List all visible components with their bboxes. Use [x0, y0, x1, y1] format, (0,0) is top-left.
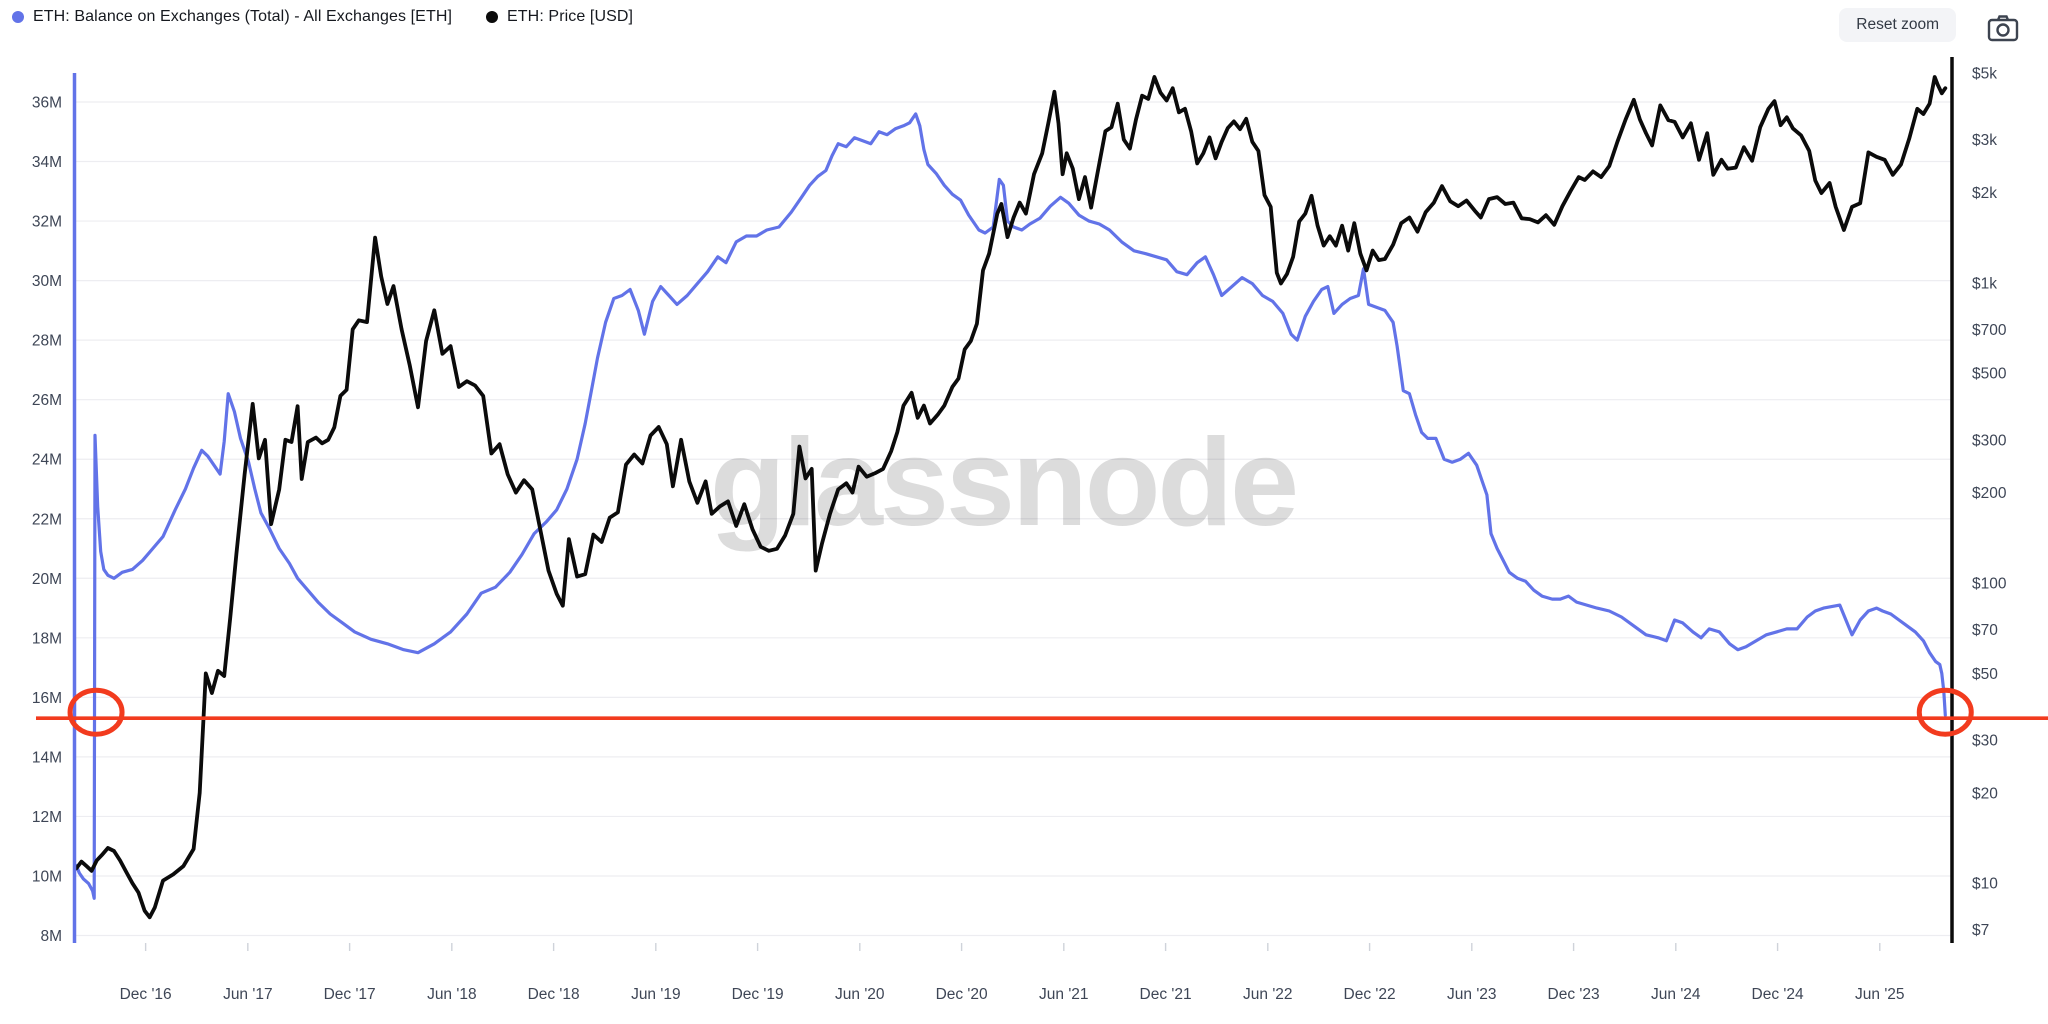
svg-text:28M: 28M: [32, 333, 62, 350]
svg-text:$700: $700: [1972, 322, 2007, 339]
svg-text:Dec '23: Dec '23: [1548, 986, 1600, 1003]
left-axis-labels: 36M 34M 32M 30M 28M 26M 24M 22M 20M 18M 16M 14M 12M 1…: [32, 95, 62, 946]
annotation-circle-right: [1916, 687, 1974, 737]
x-axis-labels: Dec '16 Jun '17 Dec '17 Jun '18 Dec '18 Jun '…: [120, 943, 1905, 1003]
svg-text:$100: $100: [1972, 576, 2007, 593]
svg-text:$500: $500: [1972, 366, 2007, 383]
svg-text:Jun '22: Jun '22: [1243, 986, 1293, 1003]
svg-text:$3k: $3k: [1972, 132, 1997, 149]
annotation-circle-left: [67, 687, 125, 737]
price-series-line: [74, 75, 1948, 920]
gridlines: [73, 101, 1952, 937]
svg-text:Jun '17: Jun '17: [223, 986, 273, 1003]
svg-text:Dec '18: Dec '18: [528, 986, 580, 1003]
svg-text:34M: 34M: [32, 154, 62, 171]
svg-text:12M: 12M: [32, 809, 62, 826]
svg-text:Jun '25: Jun '25: [1855, 986, 1905, 1003]
price-series-dot-icon: [486, 11, 499, 23]
svg-text:Jun '23: Jun '23: [1447, 986, 1497, 1003]
svg-text:Dec '21: Dec '21: [1140, 986, 1192, 1003]
svg-text:10M: 10M: [32, 868, 62, 885]
balance-series-dot-icon: [12, 11, 24, 23]
svg-text:Jun '19: Jun '19: [631, 986, 681, 1003]
svg-text:22M: 22M: [32, 511, 62, 528]
svg-text:Jun '20: Jun '20: [835, 986, 885, 1003]
svg-text:Dec '22: Dec '22: [1344, 986, 1396, 1003]
svg-text:8M: 8M: [40, 928, 62, 945]
glassnode-watermark: glassnode: [710, 414, 1296, 552]
svg-text:32M: 32M: [32, 214, 62, 231]
svg-text:26M: 26M: [32, 392, 62, 409]
svg-text:$70: $70: [1972, 622, 1998, 639]
svg-text:Jun '21: Jun '21: [1039, 986, 1089, 1003]
svg-text:Dec '19: Dec '19: [732, 986, 784, 1003]
camera-button[interactable]: [1986, 13, 2020, 43]
series-group: [74, 75, 1948, 920]
balance-series-label: ETH: Balance on Exchanges (Total) - All …: [33, 8, 453, 25]
svg-text:$200: $200: [1972, 485, 2007, 502]
svg-text:36M: 36M: [32, 95, 62, 112]
svg-text:$7: $7: [1972, 922, 1989, 939]
svg-text:Jun '18: Jun '18: [427, 986, 477, 1003]
reset-zoom-button[interactable]: Reset zoom: [1839, 8, 1956, 42]
svg-text:18M: 18M: [32, 630, 62, 647]
camera-icon: [1987, 15, 2019, 42]
balance-series-line: [74, 112, 1947, 900]
chart-legend: ETH: Balance on Exchanges (Total) - All …: [12, 8, 633, 26]
price-series-label: ETH: Price [USD]: [507, 8, 634, 25]
svg-text:$10: $10: [1972, 876, 1998, 893]
svg-text:$2k: $2k: [1972, 185, 1997, 202]
svg-text:$50: $50: [1972, 666, 1998, 683]
svg-text:24M: 24M: [32, 452, 62, 469]
svg-text:$300: $300: [1972, 432, 2007, 449]
svg-text:20M: 20M: [32, 571, 62, 588]
svg-text:Dec '24: Dec '24: [1752, 986, 1804, 1003]
svg-text:14M: 14M: [32, 749, 62, 766]
svg-text:16M: 16M: [32, 690, 62, 707]
svg-text:Dec '16: Dec '16: [120, 986, 172, 1003]
svg-text:$1k: $1k: [1972, 275, 1997, 292]
svg-text:$20: $20: [1972, 785, 1998, 802]
svg-text:$5k: $5k: [1972, 66, 1997, 83]
svg-text:30M: 30M: [32, 273, 62, 290]
svg-text:$30: $30: [1972, 732, 1998, 749]
right-axis-labels: $5k $3k $2k $1k $700 $500 $300 $200 $100 $70 $50 $3…: [1972, 66, 2007, 940]
svg-text:Dec '20: Dec '20: [936, 986, 988, 1003]
svg-text:Dec '17: Dec '17: [324, 986, 376, 1003]
legend-item-price[interactable]: ETH: Price [USD]: [486, 8, 633, 26]
svg-text:Jun '24: Jun '24: [1651, 986, 1701, 1003]
legend-item-balance[interactable]: ETH: Balance on Exchanges (Total) - All …: [12, 8, 452, 26]
